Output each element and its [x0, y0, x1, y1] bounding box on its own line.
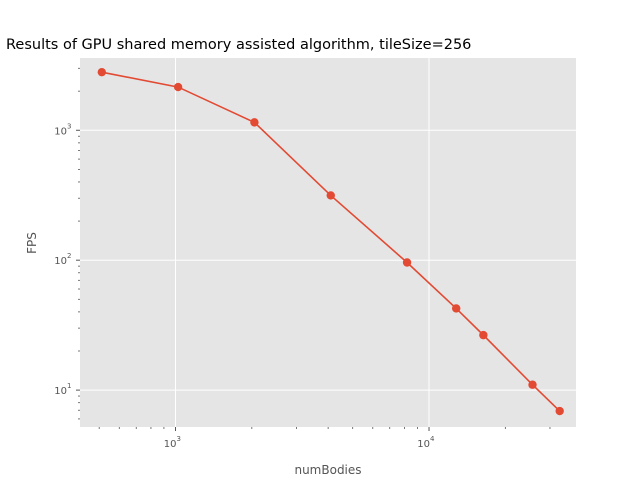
- plot-background: [80, 58, 576, 427]
- x-tick-exponent: 3: [177, 435, 181, 443]
- y-tick-exponent: 3: [67, 122, 71, 130]
- data-point: [250, 118, 259, 127]
- y-tick-exponent: 2: [67, 252, 71, 260]
- data-point: [479, 330, 488, 340]
- y-tick-label: 10: [54, 386, 67, 397]
- data-point: [555, 406, 564, 416]
- data-point: [402, 258, 412, 267]
- data-point: [326, 191, 335, 200]
- x-tick-label: 10: [164, 439, 177, 450]
- axis-ticks: 10 3 10 410 110 210 3: [54, 67, 551, 450]
- y-tick-label: 10: [54, 256, 67, 267]
- data-point: [97, 67, 107, 77]
- data-point: [173, 82, 183, 92]
- y-tick-label: 10: [54, 126, 67, 137]
- x-axis-label: numBodies: [294, 463, 361, 477]
- y-tick-exponent: 1: [67, 382, 71, 390]
- x-tick-exponent: 4: [430, 435, 435, 443]
- chart-title: Results of GPU shared memory assisted al…: [6, 37, 471, 53]
- data-point: [451, 304, 461, 313]
- grid-lines: [80, 58, 576, 427]
- data-series: [97, 67, 564, 416]
- data-point: [528, 380, 537, 389]
- x-tick-label: 10: [417, 439, 430, 450]
- y-axis-label: FPS: [25, 232, 39, 254]
